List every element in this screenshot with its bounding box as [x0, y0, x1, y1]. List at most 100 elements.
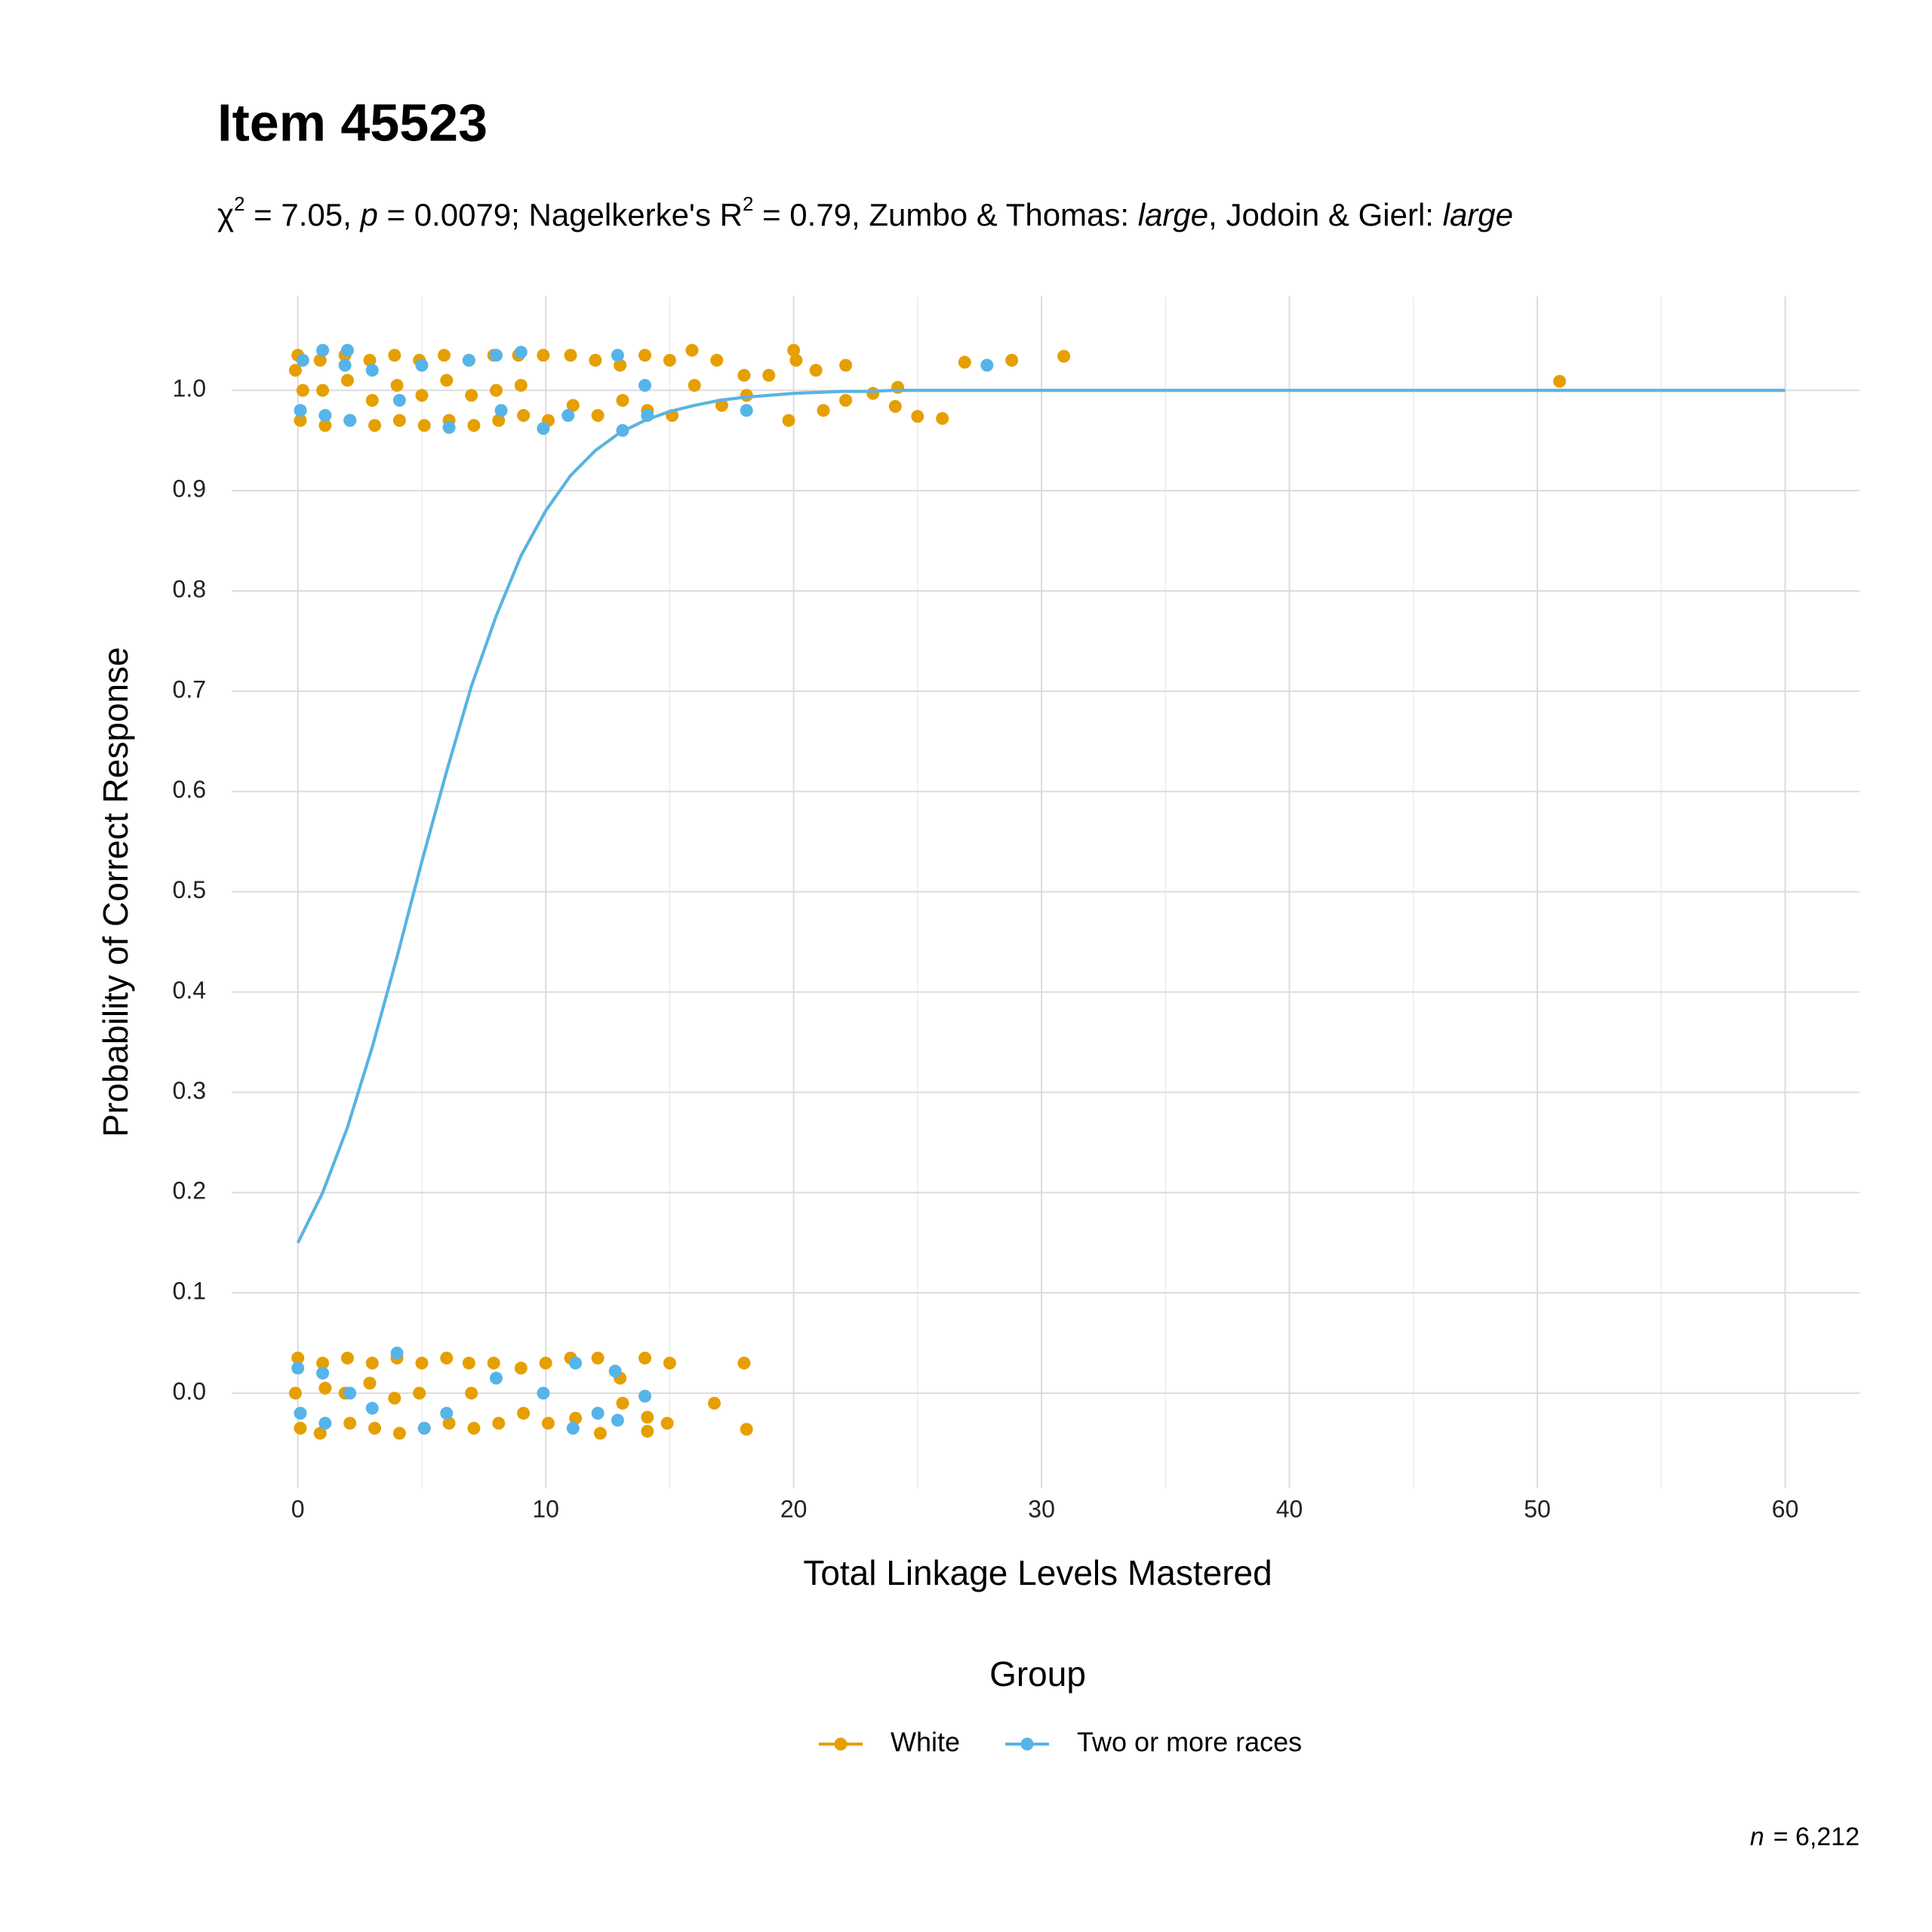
point [638, 379, 652, 392]
point [638, 1389, 652, 1403]
subtitle-part: = 0.79, Zumbo & Thomas: [753, 197, 1137, 232]
point [663, 1356, 676, 1370]
point [866, 386, 880, 400]
point [489, 349, 503, 362]
y-tick-label: 0.8 [173, 575, 206, 602]
point [641, 1411, 654, 1424]
point [688, 379, 701, 392]
point [1005, 353, 1019, 367]
point [569, 1411, 583, 1425]
point [388, 1392, 401, 1405]
point [437, 349, 451, 362]
point [839, 358, 853, 372]
point [363, 353, 377, 367]
caption-label: n [1750, 1823, 1764, 1851]
point [616, 1396, 629, 1410]
point [787, 343, 801, 357]
point [390, 379, 404, 392]
point [392, 414, 406, 427]
point [715, 398, 728, 412]
point [365, 364, 379, 377]
point [537, 349, 550, 362]
caption: n = 6,212 [1750, 1823, 1860, 1851]
point [343, 1417, 357, 1430]
point [539, 1356, 552, 1370]
y-tick-label: 0.5 [173, 876, 206, 903]
y-tick-label: 0.4 [173, 977, 206, 1004]
x-tick-label: 50 [1524, 1495, 1551, 1522]
point [591, 1407, 605, 1420]
point [494, 404, 508, 417]
point [561, 408, 575, 422]
point [517, 408, 531, 422]
x-axis-title: Total Linkage Levels Mastered [803, 1553, 1272, 1592]
point [638, 1352, 652, 1365]
point [288, 1386, 302, 1400]
chart-title: Item 45523 [217, 93, 488, 152]
subtitle-part: = 7.05, [245, 197, 361, 232]
point [537, 422, 550, 435]
point [294, 414, 307, 427]
point [817, 404, 830, 417]
x-tick-label: 60 [1772, 1495, 1799, 1522]
point [313, 1426, 327, 1440]
subtitle-part: large [1138, 197, 1208, 232]
point [340, 374, 354, 387]
point [514, 346, 528, 359]
point [415, 389, 429, 402]
point [569, 1356, 583, 1370]
point [368, 1422, 382, 1435]
y-axis-title: Probability of Correct Response [96, 647, 135, 1137]
y-tick-label: 0.2 [173, 1177, 206, 1204]
y-tick-label: 1.0 [173, 375, 206, 402]
point [442, 420, 456, 434]
y-tick-label: 0.6 [173, 776, 206, 803]
point [936, 411, 949, 425]
x-tick-label: 30 [1028, 1495, 1055, 1522]
point [616, 394, 629, 408]
point [737, 1356, 751, 1370]
point [487, 1356, 500, 1370]
x-tick-label: 0 [291, 1495, 305, 1522]
legend-title: Group [989, 1654, 1086, 1694]
y-tick-label: 0.9 [173, 475, 206, 503]
point [440, 1352, 454, 1365]
point [415, 1356, 429, 1370]
point [839, 394, 853, 408]
point [340, 1352, 354, 1365]
point [417, 1422, 431, 1435]
point [888, 400, 902, 414]
point [363, 1377, 377, 1390]
point [514, 1361, 528, 1375]
point [296, 383, 309, 397]
point [608, 1364, 622, 1378]
point [660, 1417, 674, 1430]
point [740, 1423, 753, 1436]
point [465, 1386, 478, 1400]
legend-label: White [891, 1727, 960, 1758]
x-tick-label: 40 [1276, 1495, 1303, 1522]
point [489, 383, 503, 397]
point [294, 1422, 307, 1435]
point [343, 414, 357, 427]
caption-value: = 6,212 [1774, 1823, 1860, 1851]
point [517, 1407, 531, 1420]
point [365, 1356, 379, 1370]
point [537, 1386, 550, 1400]
subtitle-part: 2 [743, 192, 753, 215]
point [415, 358, 429, 372]
point [318, 419, 332, 432]
point [294, 1407, 307, 1420]
subtitle-part: = 0.0079; Nagelkerke's R [378, 197, 743, 232]
point [589, 353, 602, 367]
point [710, 353, 724, 367]
legend-key-point [834, 1737, 848, 1751]
point [392, 1426, 406, 1440]
point [611, 349, 624, 362]
point [614, 358, 627, 372]
point [566, 398, 580, 412]
point [343, 1386, 357, 1400]
point [465, 389, 478, 402]
point [294, 404, 307, 417]
